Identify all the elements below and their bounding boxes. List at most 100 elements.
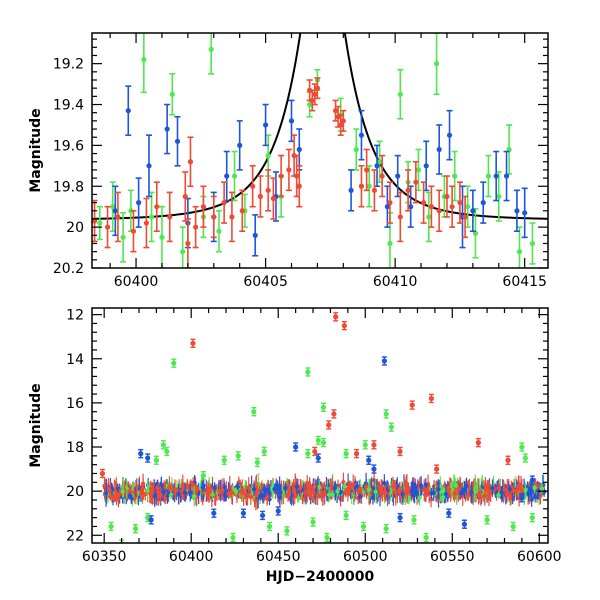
baseline-data-point (462, 487, 467, 493)
x-tick-label: 60500 (343, 549, 388, 565)
baseline-data-point (475, 485, 480, 490)
data-point-blue (493, 173, 499, 179)
baseline-data-point (469, 489, 474, 495)
outlier-point-blue (529, 477, 535, 483)
data-point-green (159, 234, 165, 240)
outliers-green (108, 358, 535, 543)
baseline-data-point (158, 492, 163, 498)
baseline-data-point (238, 488, 244, 494)
baseline-data-point (482, 493, 488, 498)
baseline-data-point (350, 482, 356, 487)
baseline-data-point (330, 492, 335, 497)
y-tick-label: 20.2 (53, 261, 84, 277)
data-point-red (257, 193, 264, 200)
y-tick-label: 22 (66, 528, 84, 544)
outlier-point-green (320, 404, 327, 410)
data-point-red (436, 208, 442, 214)
outlier-point-blue (211, 510, 217, 516)
data-point-green (148, 214, 155, 220)
baseline-data-point (255, 488, 260, 493)
series-red (92, 77, 469, 268)
y-tick-label: 12 (66, 308, 84, 324)
data-point-red (428, 204, 435, 210)
baseline-data-point (140, 481, 146, 486)
baseline-data-point (514, 488, 520, 493)
data-point-red (296, 183, 302, 189)
baseline-data-point (428, 496, 434, 502)
data-point-blue (374, 163, 380, 169)
data-point-blue (237, 142, 243, 148)
outlier-point-blue (397, 515, 403, 521)
outlier-point-blue (240, 510, 247, 516)
baseline-data-point (485, 487, 490, 493)
baseline-data-point (234, 484, 240, 489)
baseline-data-point (403, 498, 408, 503)
baseline-data-point (496, 492, 501, 498)
data-point-blue (522, 210, 528, 216)
baseline-data-point (441, 488, 447, 493)
data-point-green (265, 153, 271, 159)
data-point-red (340, 118, 346, 124)
data-point-blue (224, 173, 230, 179)
baseline-data-point (311, 490, 316, 495)
baseline-data-point (490, 485, 495, 491)
outlier-point-blue (446, 510, 452, 516)
outlier-point-green (305, 451, 311, 457)
outlier-point-green (235, 453, 241, 459)
data-point-red (444, 193, 450, 200)
outlier-point-red (428, 395, 434, 402)
baseline-data-point (315, 493, 320, 498)
baseline-data-point (258, 492, 264, 498)
baseline-data-point (423, 493, 429, 498)
x-tick-label: 60450 (256, 549, 301, 565)
outlier-point-green (484, 517, 490, 523)
data-point-red (167, 214, 173, 220)
baseline-data-point (436, 487, 441, 492)
outlier-point-green (510, 523, 516, 530)
outlier-point-blue (138, 451, 144, 457)
outlier-point-green (284, 528, 290, 534)
baseline-data-point (239, 493, 245, 499)
baseline-data-point (519, 487, 525, 492)
baseline-data-point (140, 491, 145, 496)
baseline-data-point (187, 490, 193, 495)
baseline-data-point (176, 491, 181, 497)
data-point-green (452, 173, 458, 179)
y-tick-label: 19.8 (53, 179, 84, 195)
data-point-blue (146, 163, 152, 169)
x-tick-label: 60350 (82, 549, 127, 565)
baseline-data-point (472, 489, 478, 494)
baseline-data-point (464, 483, 469, 489)
outlier-point-red (326, 422, 332, 428)
baseline-data-point (411, 490, 417, 496)
baseline-data-point (108, 494, 113, 500)
baseline-data-point (161, 489, 166, 495)
outlier-point-blue (145, 455, 151, 461)
baseline-data-point (423, 482, 428, 487)
data-point-red (278, 173, 284, 179)
baseline-data-point (447, 487, 452, 492)
outlier-point-green (519, 444, 525, 450)
baseline-data-point (104, 491, 109, 496)
data-point-red (371, 187, 378, 193)
baseline-data-point (159, 483, 164, 489)
baseline-data-point (200, 485, 206, 490)
outliers-red (99, 312, 511, 479)
outlier-point-green (261, 448, 267, 455)
data-point-red (211, 214, 217, 220)
data-point-red (379, 173, 385, 179)
x-tick-label: 60405 (243, 274, 288, 290)
data-point-blue (125, 108, 131, 114)
outlier-point-green (383, 411, 389, 417)
baseline-data-point (431, 490, 436, 495)
baseline-data-point (532, 485, 537, 491)
baseline-data-point (390, 484, 396, 489)
data-point-blue (514, 208, 520, 214)
outlier-point-green (310, 519, 316, 525)
data-point-blue (296, 146, 302, 153)
baseline-data-point (206, 490, 211, 495)
x-tick-label: 60550 (430, 549, 475, 565)
outlier-point-green (343, 512, 349, 519)
data-point-red (462, 214, 468, 220)
